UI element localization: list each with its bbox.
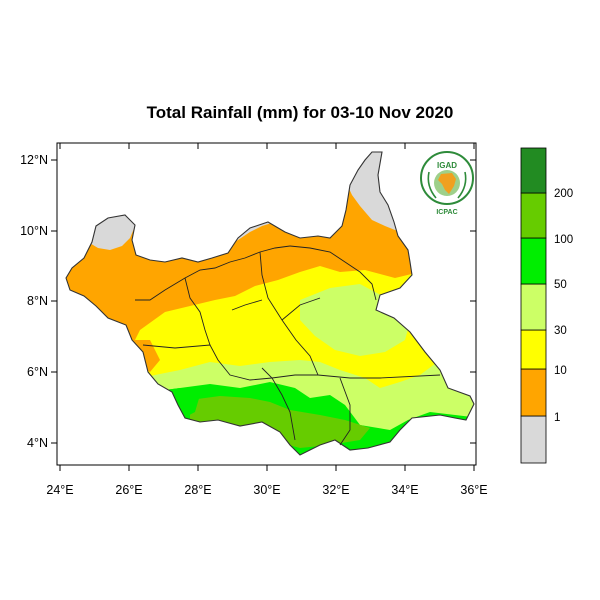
legend-swatch-0: [520, 415, 547, 464]
country-outline: [65, 151, 475, 456]
x-tick-32E: 32°E: [322, 483, 349, 497]
y-tick-8N: 8°N: [27, 294, 48, 308]
igad-icpac-logo: IGAD ICPAC: [420, 151, 474, 216]
laurel-right-icon: [457, 171, 467, 199]
y-tick-10N: 10°N: [20, 224, 48, 238]
x-tick-26E: 26°E: [115, 483, 142, 497]
map-title: Total Rainfall (mm) for 03-10 Nov 2020: [146, 103, 454, 122]
legend-swatch-5: [520, 192, 547, 239]
y-tick-4N: 4°N: [27, 436, 48, 450]
logo-top-text: IGAD: [437, 161, 457, 170]
y-tick-6N: 6°N: [27, 365, 48, 379]
rain-band-darkgreen-south: [190, 396, 370, 448]
legend-swatch-4: [520, 237, 547, 285]
legend-label-200: 200: [554, 188, 573, 200]
legend-label-30: 30: [554, 325, 567, 337]
legend-label-1: 1: [554, 412, 560, 424]
x-tick-34E: 34°E: [391, 483, 418, 497]
legend-label-100: 100: [554, 234, 573, 246]
rainfall-field: [66, 152, 474, 455]
laurel-left-icon: [427, 171, 437, 199]
x-tick-24E: 24°E: [46, 483, 73, 497]
legend-swatch-3: [520, 283, 547, 331]
x-axis: 24°E 26°E 28°E 30°E 32°E 34°E 36°E: [46, 143, 488, 497]
legend-swatch-1: [520, 368, 547, 417]
legend-label-50: 50: [554, 279, 567, 291]
y-tick-12N: 12°N: [20, 153, 48, 167]
africa-icon: [438, 173, 456, 194]
x-tick-28E: 28°E: [184, 483, 211, 497]
y-axis: 4°N 6°N 8°N 10°N 12°N: [20, 153, 476, 450]
legend-label-10: 10: [554, 365, 567, 377]
rain-band-gray-northwest: [66, 152, 140, 250]
state-boundaries: [135, 245, 441, 446]
colorbar-legend: 1 10 30 50 100 200: [520, 147, 573, 464]
x-tick-30E: 30°E: [253, 483, 280, 497]
logo-bottom-text: ICPAC: [436, 209, 457, 216]
x-tick-36E: 36°E: [460, 483, 487, 497]
legend-swatch-2: [520, 329, 547, 370]
legend-swatch-6: [520, 147, 547, 194]
